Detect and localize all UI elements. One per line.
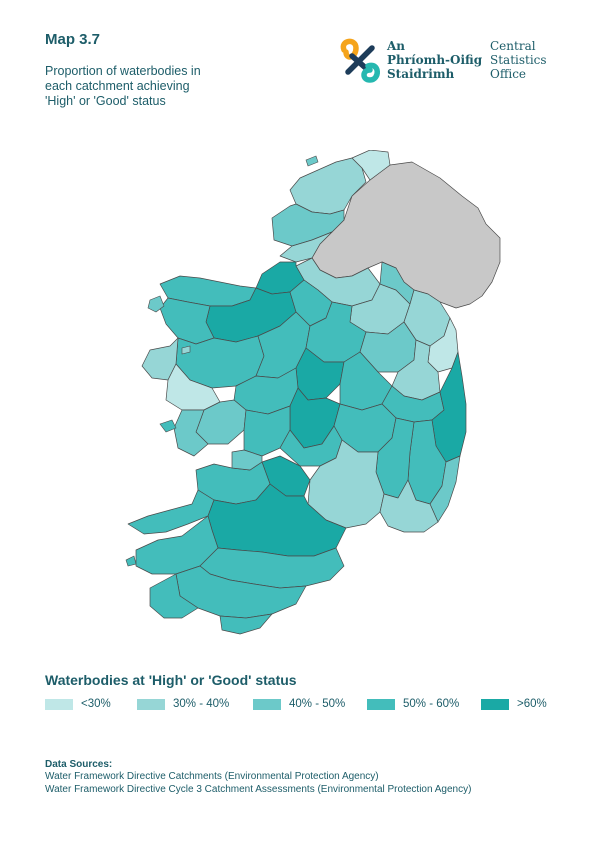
legend-item-gt60: >60% xyxy=(481,697,547,711)
catchment-wicklow-east xyxy=(431,351,467,463)
logo-irish-line: Staidrimh xyxy=(387,67,455,81)
legend-title: Waterbodies at 'High' or 'Good' status xyxy=(45,672,297,688)
catchment-donegal-west xyxy=(271,203,345,247)
legend-label: 40% - 50% xyxy=(289,698,346,710)
catchment-mayo-west xyxy=(159,297,215,345)
ireland-catchment-map xyxy=(120,149,510,645)
legend-label: >60% xyxy=(517,698,547,710)
legend-label: 30% - 40% xyxy=(173,698,230,710)
subtitle-line: Proportion of waterbodies in xyxy=(45,64,201,78)
logo-irish-line: Phríomh-Oifig xyxy=(387,53,483,67)
logo-english-line: Statistics xyxy=(490,53,547,67)
legend-label: <30% xyxy=(81,698,111,710)
legend-item-40-50: 40% - 50% xyxy=(253,697,345,711)
legend-item-30-40: 30% - 40% xyxy=(137,697,229,711)
legend-swatch xyxy=(481,698,509,710)
island-tory xyxy=(305,155,319,167)
catchment-bandon xyxy=(175,565,307,619)
catchment-donegal-south xyxy=(279,231,333,263)
cso-logo: An Phríomh-Oifig Staidrimh Central Stati… xyxy=(338,36,568,88)
legend-item-50-60: 50% - 60% xyxy=(367,697,459,711)
catchment-inishowen xyxy=(351,149,391,181)
subtitle-line: 'High' or 'Good' status xyxy=(45,94,166,108)
island-aran xyxy=(159,419,177,433)
data-sources-heading: Data Sources: xyxy=(45,759,113,770)
catchment-wexford-coast xyxy=(429,455,461,523)
island-achill xyxy=(147,295,165,313)
catchment-mulkear xyxy=(279,425,343,467)
legend-swatch xyxy=(45,698,73,710)
logo-irish-name: An Phríomh-Oifig Staidrimh xyxy=(387,39,482,81)
logo-navy-stroke-2 xyxy=(345,45,375,75)
legend: <30% 30% - 40% 40% - 50% 50% - 60% >60% xyxy=(45,697,565,713)
subtitle-line: each catchment achieving xyxy=(45,79,190,93)
logo-teal-loop xyxy=(361,62,380,83)
logo-english-line: Office xyxy=(490,67,527,81)
data-source-line: Water Framework Directive Catchments (En… xyxy=(45,771,379,782)
logo-english-line: Central xyxy=(490,39,536,53)
legend-swatch xyxy=(367,698,395,710)
map-subtitle: Proportion of waterbodies in each catchm… xyxy=(45,64,245,109)
legend-swatch xyxy=(253,698,281,710)
legend-item-lt30: <30% xyxy=(45,697,111,711)
logo-orange-loop xyxy=(340,38,359,60)
catchment-limerick-south xyxy=(231,449,263,471)
data-source-line: Water Framework Directive Cycle 3 Catchm… xyxy=(45,784,472,795)
catchment-beara xyxy=(149,573,199,619)
map-svg xyxy=(125,149,501,635)
catchment-clare-coast xyxy=(173,409,209,457)
island-valentia xyxy=(125,555,137,567)
map-label: Map 3.7 xyxy=(45,31,101,48)
legend-swatch xyxy=(137,698,165,710)
logo-irish-line: An xyxy=(387,39,406,53)
legend-label: 50% - 60% xyxy=(403,698,460,710)
catchment-waterford-harbour xyxy=(379,479,439,533)
island-clare xyxy=(181,345,191,355)
catchment-monaghan xyxy=(379,261,415,305)
catchment-cork-coast xyxy=(219,613,273,635)
cso-logo-mark-icon xyxy=(340,38,380,83)
logo-english-name: Central Statistics Office xyxy=(490,39,547,81)
